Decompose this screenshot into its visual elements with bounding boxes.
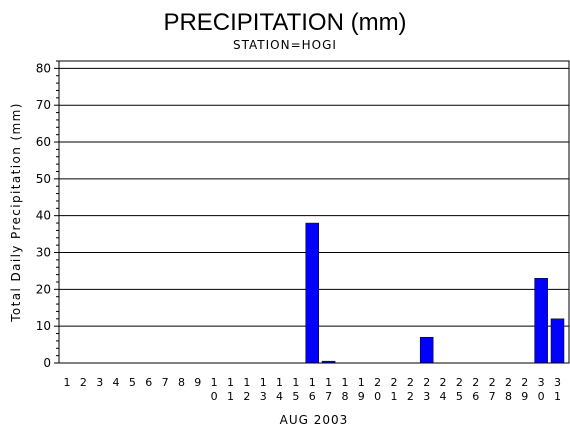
x-tick-label: 2 <box>80 376 87 389</box>
chart-subtitle: STATION=HOGI <box>233 38 337 52</box>
y-tick-label: 10 <box>36 319 51 333</box>
x-tick-label: 9 <box>194 376 201 389</box>
x-tick-label: 7 <box>162 376 169 389</box>
bar-layer <box>305 222 565 364</box>
y-tick-label: 50 <box>36 172 51 186</box>
y-tick-label: 20 <box>36 282 51 296</box>
chart-title: PRECIPITATION (mm) <box>163 9 406 36</box>
y-tick-label: 70 <box>36 98 51 112</box>
x-tick-label: 3 <box>96 376 103 389</box>
y-tick-label: 0 <box>43 356 51 370</box>
x-tick-label: 5 <box>129 376 136 389</box>
y-tick-layer: 0 10 20 30 40 50 60 70 80 <box>36 60 59 370</box>
x-tick-label: 6 <box>145 376 152 389</box>
y-tick-label: 40 <box>36 209 51 223</box>
y-axis-label: Total Daily Precipitation (mm) <box>9 102 23 323</box>
x-tick-layer: 1 2 3 4 5 6 7 8 9 1 01 11 21 31 41 51 61 71 81 92 02 12 22 32 42… <box>64 376 562 403</box>
bar-23 <box>419 336 434 364</box>
y-tick-label: 30 <box>36 246 51 260</box>
x-tick-label: 1 <box>64 376 71 389</box>
x-tick-label: 8 <box>178 376 185 389</box>
x-tick-label: 4 <box>113 376 120 389</box>
bar-30 <box>534 278 548 364</box>
y-tick-label: 80 <box>36 61 51 75</box>
plot-frame <box>58 60 570 364</box>
bar-16 <box>305 222 319 364</box>
bar-31 <box>550 318 565 364</box>
x-axis-label: AUG 2003 <box>280 413 349 427</box>
y-tick-label: 60 <box>36 135 51 149</box>
